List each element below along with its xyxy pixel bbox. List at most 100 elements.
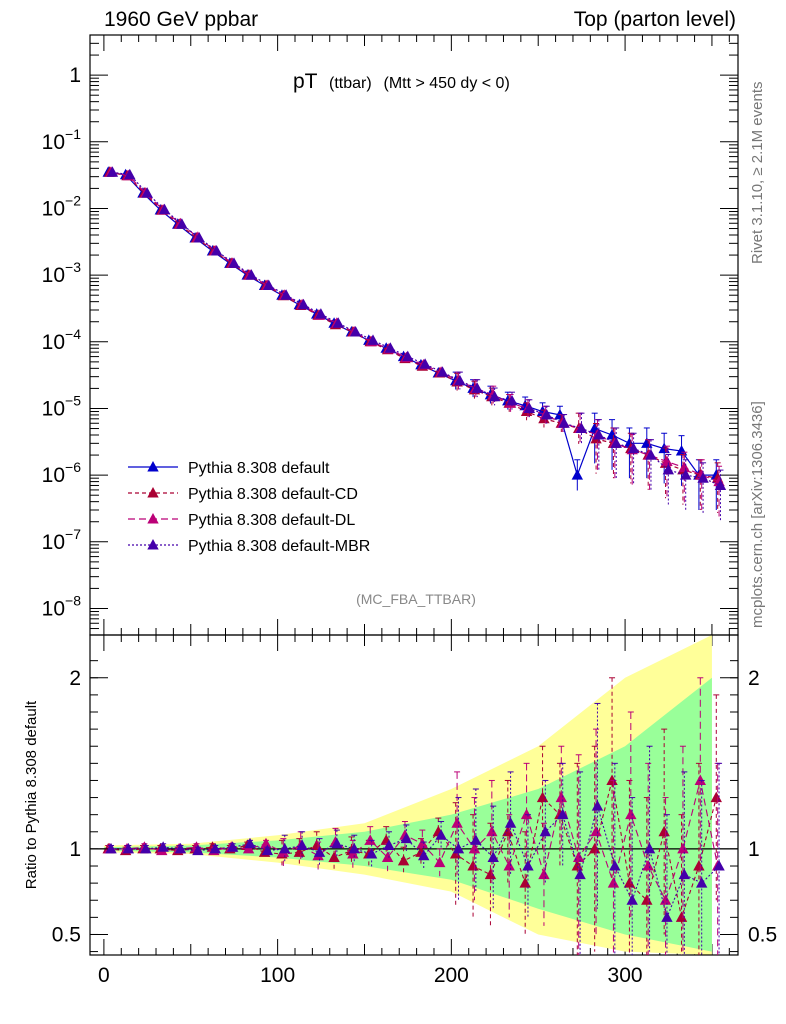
data-point — [697, 472, 709, 483]
ratio-data-point — [536, 791, 549, 803]
ratio-data-point — [381, 851, 394, 862]
x-tick-label: 300 — [608, 964, 643, 987]
data-point — [158, 203, 171, 215]
ratio-data-point — [331, 837, 343, 849]
data-point — [523, 402, 536, 413]
data-point — [367, 334, 379, 345]
ratio-data-point — [192, 844, 204, 856]
y-tick-label: 10−6 — [42, 459, 82, 487]
legend-entry: Pythia 8.308 default-DL — [188, 512, 355, 529]
ratio-data-point — [416, 837, 429, 849]
mcplots-label: mcplots.cern.ch [arXiv:1306.3436] — [749, 401, 766, 628]
ratio-data-point — [328, 851, 340, 862]
y-tick-label: 10−4 — [42, 326, 82, 354]
uncertainty-band — [103, 677, 712, 952]
y-tick-label: 10−2 — [42, 192, 82, 220]
ratio-data-point — [625, 808, 637, 820]
ratio-data-point — [122, 842, 135, 854]
data-point — [245, 269, 258, 280]
x-tick-label: 100 — [260, 964, 295, 987]
plot-title: pT (ttbar) (Mtt > 450 dy < 0) — [293, 70, 510, 93]
data-point — [558, 417, 570, 428]
ratio-data-point — [539, 825, 552, 837]
data-point — [593, 429, 605, 440]
ratio-data-point — [522, 860, 534, 871]
ratio-data-point — [661, 911, 673, 922]
data-point — [402, 350, 414, 362]
y-tick-label: 10−7 — [42, 526, 82, 554]
legend-marker — [147, 513, 159, 524]
ratio-data-point — [519, 877, 531, 888]
ratio-data-point — [658, 825, 670, 837]
ratio-data-point — [678, 868, 691, 880]
legend-entry: Pythia 8.308 default — [188, 460, 330, 477]
ratio-data-point — [607, 877, 620, 888]
ratio-data-point — [641, 894, 653, 905]
y-tick-label: 10−5 — [42, 392, 82, 420]
data-point — [263, 279, 275, 290]
ratio-data-point — [383, 839, 395, 850]
data-point — [228, 257, 240, 268]
ratio-data-point — [467, 860, 479, 871]
ratio-y-tick-label: 1 — [69, 838, 81, 861]
y-tick-label: 1 — [69, 64, 81, 87]
ratio-data-point — [451, 817, 463, 828]
ratio-data-point — [261, 844, 274, 856]
ratio-data-point — [694, 774, 707, 785]
legend-entry: Pythia 8.308 default-MBR — [188, 538, 370, 555]
ratio-panel: 0.5 0.5 1 1 2 2 Ratio to Pythia 8.308 default — [23, 634, 777, 956]
ratio-data-point — [609, 860, 621, 871]
ratio-data-point — [677, 842, 689, 854]
data-point — [471, 382, 483, 393]
ratio-data-point — [484, 868, 497, 880]
data-point — [106, 166, 119, 177]
data-point — [645, 449, 657, 460]
ratio-data-point — [643, 842, 656, 854]
ratio-data-point — [244, 837, 256, 849]
ratio-data-point — [642, 860, 654, 871]
header-left: 1960 GeV ppbar — [104, 8, 258, 31]
ratio-data-point — [140, 842, 152, 854]
data-point — [680, 469, 692, 480]
data-point — [349, 326, 362, 337]
ratio-data-point — [713, 860, 725, 871]
ratio-data-point — [348, 842, 360, 854]
data-point — [606, 429, 618, 440]
ratio-data-point — [157, 841, 169, 852]
ratio-y-tick-label: 2 — [69, 667, 81, 690]
data-point — [488, 390, 501, 402]
data-point — [610, 437, 622, 448]
ratio-data-point — [571, 860, 584, 871]
ratio-data-point — [452, 842, 465, 854]
rivet-label: Rivet 3.1.10, ≥ 2.1M events — [749, 82, 766, 265]
ratio-data-point — [418, 849, 430, 861]
ratio-y-tick-label-right: 1 — [748, 838, 760, 861]
data-point — [714, 479, 727, 490]
title-cond: (Mtt > 450 dy < 0) — [384, 75, 510, 92]
ratio-data-point — [279, 842, 291, 854]
ratio-data-point — [468, 842, 481, 854]
data-point — [506, 394, 518, 406]
legend-marker — [147, 539, 159, 550]
title-main: pT — [293, 70, 318, 93]
x-tick-label: 200 — [434, 964, 469, 987]
ratio-data-point — [693, 860, 705, 871]
data-point — [141, 187, 153, 198]
header-right: Top (parton level) — [574, 8, 736, 31]
ratio-data-point — [487, 851, 499, 862]
ratio-data-point — [606, 774, 618, 785]
data-point — [627, 442, 640, 454]
data-point — [678, 461, 691, 473]
ratio-data-point — [538, 868, 550, 880]
series-4 — [106, 166, 727, 521]
ratio-data-point — [364, 834, 376, 845]
ratio-data-point — [626, 894, 638, 905]
data-point — [124, 168, 136, 180]
ratio-data-point — [260, 837, 272, 849]
data-point — [661, 455, 673, 467]
ratio-data-point — [574, 868, 586, 880]
legend-marker — [147, 487, 159, 498]
ratio-y-tick-label-right: 2 — [748, 667, 760, 690]
data-point — [332, 317, 344, 328]
